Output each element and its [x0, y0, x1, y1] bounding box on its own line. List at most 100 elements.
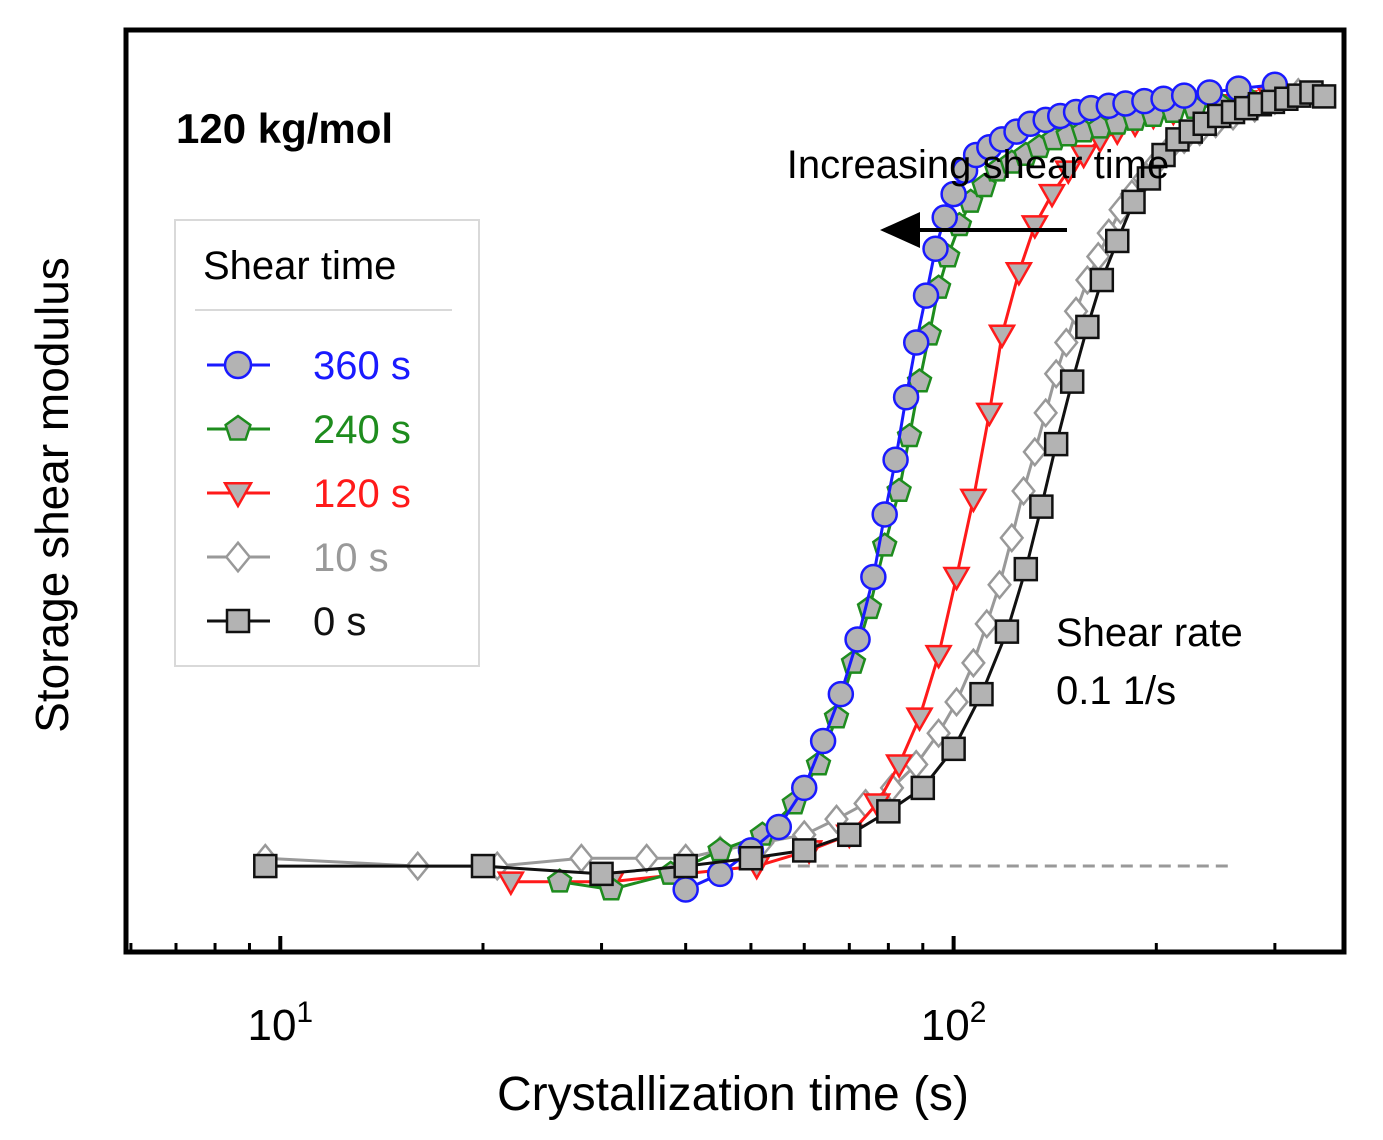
data-point [1059, 369, 1085, 394]
legend: Shear time 360 s 240 s 120 s 10 s 0 s [174, 219, 480, 667]
data-point [1121, 189, 1146, 215]
data-point [738, 845, 764, 871]
legend-marker [222, 482, 254, 509]
data-point [1004, 261, 1034, 287]
data-point [959, 488, 988, 514]
data-point [1020, 215, 1049, 240]
series-360s [672, 71, 1289, 903]
series-layer [252, 71, 1337, 903]
shear-rate-label: Shear rate [1056, 611, 1243, 655]
legend-label: 360 s [313, 344, 411, 388]
data-point [940, 180, 967, 208]
legend-label: 240 s [313, 408, 411, 452]
data-point [931, 204, 958, 231]
data-point [1069, 144, 1098, 170]
legend-marker [223, 350, 253, 380]
data-point [546, 868, 573, 893]
data-point [969, 681, 994, 707]
data-point [790, 774, 818, 802]
x-axis-label: Crystallization time (s) [497, 1068, 969, 1121]
data-point [1075, 314, 1100, 340]
data-point [470, 853, 496, 879]
data-point [987, 324, 1017, 350]
data-point [1196, 79, 1223, 106]
legend-item: 10 s [207, 536, 389, 580]
data-point [912, 282, 940, 309]
legend-box [174, 219, 480, 667]
data-point [634, 843, 660, 874]
data-point [960, 647, 986, 679]
data-point [860, 563, 887, 591]
data-point [1013, 556, 1039, 582]
data-point [941, 736, 966, 762]
data-point [905, 707, 934, 733]
data-point [1053, 327, 1079, 358]
chart-title: 120 kg/mol [176, 105, 393, 152]
data-point [1022, 436, 1048, 468]
x-tick-label: 102 [921, 996, 987, 1050]
y-axis-label: Storage shear modulus [26, 257, 78, 733]
data-point [844, 626, 871, 653]
data-point [994, 619, 1020, 644]
data-point [1029, 494, 1054, 519]
arrow-annotation-label: Increasing shear time [787, 143, 1169, 187]
x-tick-label: 101 [247, 996, 313, 1050]
data-point [924, 644, 953, 670]
data-point [765, 813, 793, 841]
legend-label: 0 s [313, 600, 366, 644]
legend-label: 120 s [313, 472, 411, 516]
legend-item: 0 s [207, 600, 366, 644]
arrow-left-icon [880, 212, 920, 248]
data-point [824, 803, 849, 835]
data-point [253, 853, 278, 879]
data-point [942, 566, 971, 592]
data-point [944, 686, 969, 718]
data-point [892, 383, 920, 411]
legend-marker [224, 540, 252, 574]
data-point [1089, 267, 1115, 293]
data-point [706, 860, 734, 888]
data-point [884, 754, 914, 779]
data-point [999, 522, 1025, 554]
data-point [902, 329, 930, 356]
data-point [837, 822, 862, 848]
data-point [589, 861, 614, 887]
data-point [673, 853, 698, 879]
data-point [1170, 82, 1198, 109]
x-axis-tick-labels: 101 102 [247, 996, 986, 1050]
data-point [791, 838, 817, 863]
data-point [871, 501, 898, 528]
x-axis-ticks [129, 936, 1277, 952]
data-point [922, 235, 949, 263]
data-point [1136, 166, 1162, 191]
data-point [974, 608, 1000, 640]
data-point [882, 446, 909, 473]
legend-label: 10 s [313, 536, 389, 580]
legend-item: 360 s [207, 344, 411, 388]
data-point [1011, 475, 1036, 507]
data-point [496, 871, 526, 897]
data-point [876, 799, 901, 824]
data-point [707, 836, 733, 862]
legend-marker [224, 414, 252, 441]
data-point [809, 727, 837, 755]
data-point [1037, 183, 1067, 209]
shear-rate-value: 0.1 1/s [1056, 669, 1176, 713]
data-point [1043, 431, 1069, 457]
series-0s [253, 80, 1337, 887]
data-point [827, 680, 855, 708]
legend-items: 360 s 240 s 120 s 10 s 0 s [207, 344, 411, 644]
data-point [1105, 228, 1130, 254]
data-point [672, 876, 699, 903]
data-point [910, 775, 936, 801]
legend-title: Shear time [203, 244, 396, 288]
data-point [1033, 397, 1059, 429]
data-point [1054, 160, 1083, 186]
legend-marker [225, 608, 251, 634]
legend-item: 240 s [207, 408, 411, 452]
data-point [987, 569, 1012, 600]
data-point [975, 402, 1004, 428]
data-point [1311, 84, 1337, 109]
legend-item: 120 s [207, 472, 411, 516]
